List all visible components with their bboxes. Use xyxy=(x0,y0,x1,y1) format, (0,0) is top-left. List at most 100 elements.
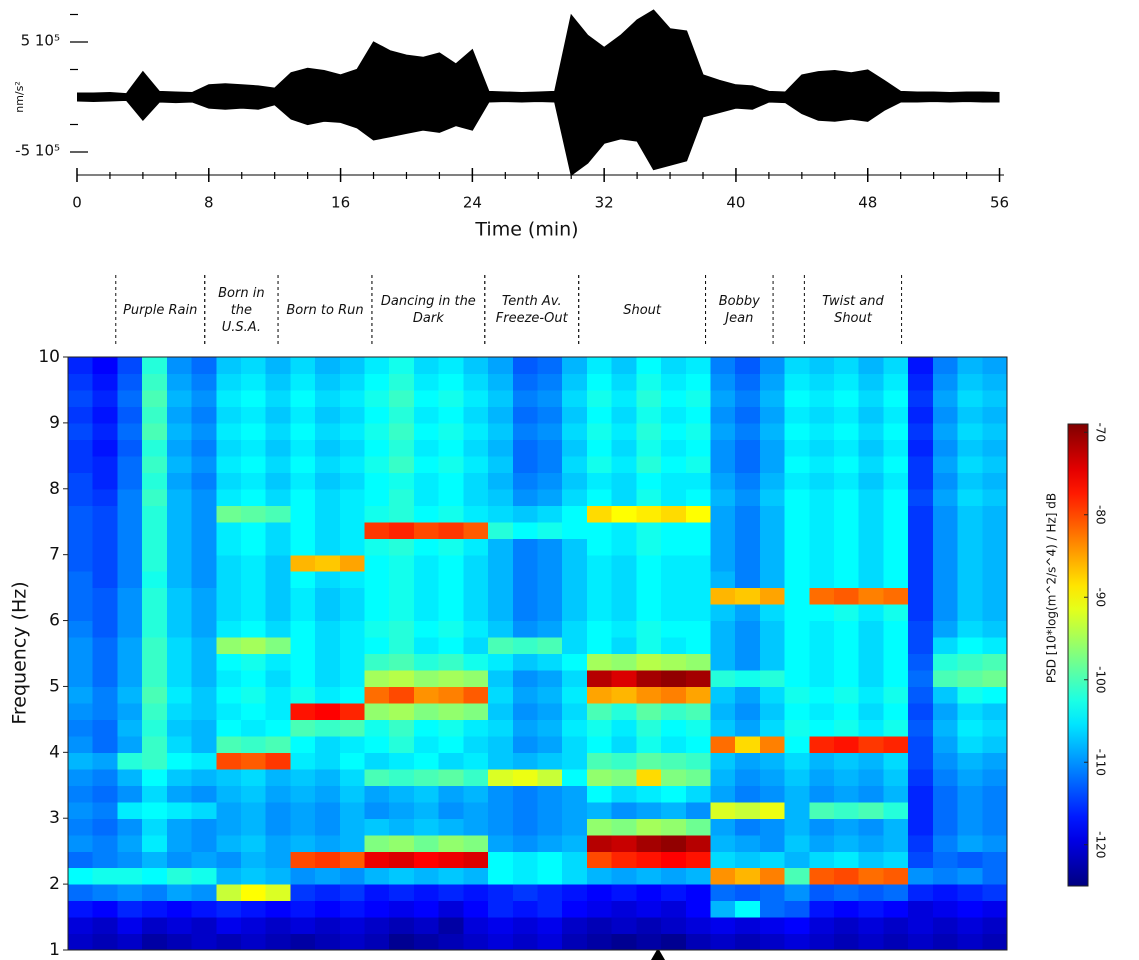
spectrogram-cell xyxy=(685,818,712,836)
spectrogram-cell xyxy=(537,801,563,819)
spectrogram-cell xyxy=(982,884,1008,902)
spectrogram-cell xyxy=(216,917,242,935)
spectrogram-cell xyxy=(389,373,415,391)
spectrogram-cell xyxy=(932,719,959,737)
spectrogram-cell xyxy=(92,768,119,786)
spectrogram-cell xyxy=(512,554,539,572)
spectrogram-cell xyxy=(982,538,1008,556)
spectrogram-cell xyxy=(216,686,242,704)
spectrogram-cell xyxy=(413,686,440,704)
spectrogram-cell xyxy=(784,357,810,375)
spectrogram-cell xyxy=(710,867,736,885)
spectrogram-cell xyxy=(463,917,489,935)
spectrogram-cell xyxy=(661,439,687,457)
spectrogram-cell xyxy=(883,884,909,902)
spectrogram-cell xyxy=(92,867,119,885)
spectrogram-cell xyxy=(240,735,267,753)
spectrogram-cell xyxy=(636,917,662,935)
x-tick-label: 0 xyxy=(72,194,82,212)
spectrogram-cell xyxy=(982,653,1008,671)
spectrogram-cell xyxy=(858,801,885,819)
spectrogram-cell xyxy=(413,637,440,655)
spectrogram-cell xyxy=(290,637,316,655)
spectrogram-cell xyxy=(908,884,934,902)
spectrogram-cell xyxy=(290,488,316,506)
spectrogram-cell xyxy=(68,653,94,671)
spectrogram-cell xyxy=(463,933,489,951)
spectrogram-cell xyxy=(512,768,539,786)
spectrogram-cell xyxy=(265,818,291,836)
spectrogram-cell xyxy=(488,884,514,902)
spectrogram-cell xyxy=(488,735,514,753)
spectrogram-cell xyxy=(784,851,810,869)
spectrogram-cell xyxy=(809,505,835,523)
spectrogram-cell xyxy=(586,406,613,424)
spectrogram-cell xyxy=(611,785,637,803)
spectrogram-cell xyxy=(92,357,119,375)
spectrogram-cell xyxy=(759,768,786,786)
spectrogram-cell xyxy=(290,768,316,786)
spectrogram-cell xyxy=(586,900,613,918)
spectrogram-cell xyxy=(240,373,267,391)
spectrogram-cell xyxy=(142,521,168,539)
spectrogram-cell xyxy=(759,521,786,539)
spectrogram-cell xyxy=(364,521,390,539)
spectrogram-cell xyxy=(438,538,464,556)
spectrogram-cell xyxy=(512,735,539,753)
spectrogram-cell xyxy=(661,571,687,589)
waveform-trace xyxy=(76,99,1000,177)
spectrogram-cell xyxy=(68,867,94,885)
spectrogram-cell xyxy=(290,851,316,869)
spectrogram-cell xyxy=(166,357,193,375)
spectrogram-cell xyxy=(315,521,341,539)
spectrogram-cell xyxy=(735,768,761,786)
spectrogram-cell xyxy=(636,801,662,819)
spectrogram-cell xyxy=(68,455,94,473)
spectrogram-cell xyxy=(413,521,440,539)
spectrogram-cell xyxy=(883,620,909,638)
spectrogram-cell xyxy=(117,900,143,918)
spectrogram-cell xyxy=(858,851,885,869)
spectrogram-cell xyxy=(240,900,267,918)
spectrogram-cell xyxy=(562,472,588,490)
spectrogram-cell xyxy=(290,686,316,704)
spectrogram-cell xyxy=(142,620,168,638)
spectrogram-cell xyxy=(809,439,835,457)
spectrogram-cell xyxy=(438,834,464,852)
spectrogram-cell xyxy=(68,357,94,375)
spectrogram-cell xyxy=(315,719,341,737)
spectrogram-cell xyxy=(191,505,217,523)
spectrogram-cell xyxy=(166,637,193,655)
spectrogram-cell xyxy=(932,785,959,803)
colorbar-tick-label: -90 xyxy=(1094,587,1108,607)
spectrogram-cell xyxy=(488,357,514,375)
spectrogram-cell xyxy=(364,538,390,556)
spectrogram-cell xyxy=(413,884,440,902)
spectrogram-cell xyxy=(710,752,736,770)
spectrogram-cell xyxy=(438,900,464,918)
spectrogram-cell xyxy=(982,373,1008,391)
spectrogram-cell xyxy=(290,571,316,589)
spectrogram-cell xyxy=(290,620,316,638)
spectrogram-cell xyxy=(710,719,736,737)
spectrogram-cell xyxy=(142,472,168,490)
spectrogram-cell xyxy=(809,867,835,885)
spectrogram-cell xyxy=(908,834,934,852)
spectrogram-cell xyxy=(142,785,168,803)
spectrogram-cell xyxy=(339,505,366,523)
spectrogram-cell xyxy=(339,439,366,457)
spectrogram-cell xyxy=(537,455,563,473)
spectrogram-cell xyxy=(389,505,415,523)
spectrogram-cell xyxy=(265,373,291,391)
spectrogram-cell xyxy=(315,406,341,424)
spectrogram-cell xyxy=(636,884,662,902)
spectrogram-cell xyxy=(932,637,959,655)
spectrogram-cell xyxy=(908,867,934,885)
spectrogram-cell xyxy=(685,406,712,424)
spectrogram-cell xyxy=(834,439,860,457)
spectrogram-cell xyxy=(512,604,539,622)
spectrogram-cell xyxy=(166,884,193,902)
spectrogram-cell xyxy=(117,653,143,671)
spectrogram-cell xyxy=(834,604,860,622)
